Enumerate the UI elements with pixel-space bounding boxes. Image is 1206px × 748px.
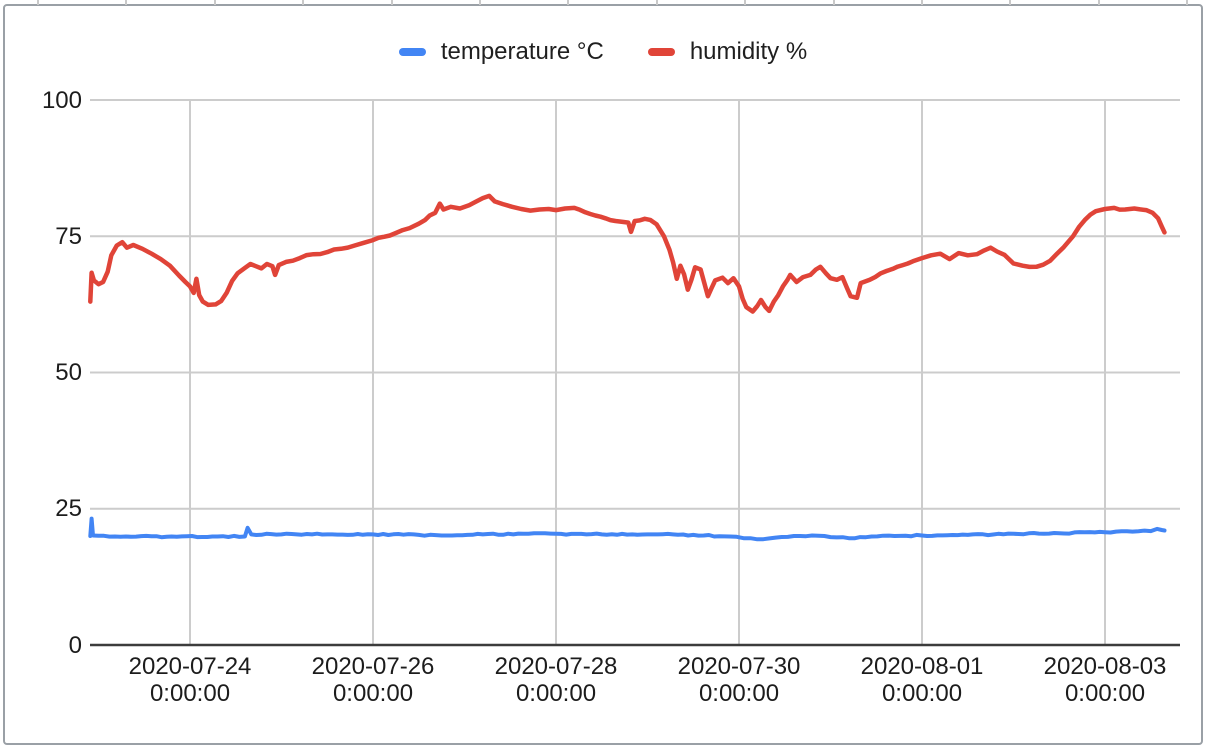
chart-object[interactable] xyxy=(3,4,1203,745)
x-tick-date: 2020-07-24 xyxy=(128,653,252,680)
spreadsheet-gridline-stub xyxy=(921,0,923,5)
spreadsheet-gridline-stub xyxy=(214,0,216,5)
x-axis-tick-label: 2020-07-26 0:00:00 xyxy=(312,653,435,707)
x-tick-date: 2020-07-30 xyxy=(677,653,801,680)
y-axis-tick-label: 0 xyxy=(68,631,82,659)
spreadsheet-gridline-stub xyxy=(744,0,746,5)
x-axis-tick-label: 2020-07-28 0:00:00 xyxy=(495,653,618,707)
y-axis-tick-label: 75 xyxy=(55,222,82,250)
legend-item-humidity: humidity % xyxy=(647,38,808,66)
spreadsheet-gridline-stub xyxy=(656,0,658,5)
spreadsheet-gridline-stub xyxy=(479,0,481,5)
spreadsheet-gridline-stub xyxy=(1009,0,1011,5)
y-axis-tick-label: 25 xyxy=(55,495,82,523)
spreadsheet-gridline-stub xyxy=(1186,0,1188,5)
y-axis-tick-label: 50 xyxy=(55,359,82,386)
y-axis-tick-label: 100 xyxy=(41,86,82,114)
x-tick-date: 2020-07-28 xyxy=(494,653,618,680)
x-tick-date: 2020-08-01 xyxy=(860,653,984,680)
x-tick-time: 0:00:00 xyxy=(515,680,597,707)
legend-label: humidity % xyxy=(689,38,808,65)
legend-label: temperature °C xyxy=(440,38,604,65)
chart-legend: temperature °C humidity % xyxy=(0,38,1206,66)
spreadsheet-gridline-stub xyxy=(125,0,127,5)
x-tick-date: 2020-08-03 xyxy=(1043,653,1167,680)
spreadsheet-gridline-stub xyxy=(567,0,569,5)
x-axis-tick-label: 2020-07-24 0:00:00 xyxy=(129,653,252,707)
legend-swatch-temperature-c xyxy=(398,48,426,56)
x-axis-tick-label: 2020-07-30 0:00:00 xyxy=(678,653,801,707)
spreadsheet-gridline-stub xyxy=(37,0,39,5)
legend-item-temperature-c: temperature °C xyxy=(398,38,604,66)
x-tick-time: 0:00:00 xyxy=(881,680,963,707)
x-tick-time: 0:00:00 xyxy=(149,680,231,707)
spreadsheet-gridline-stub xyxy=(833,0,835,5)
spreadsheet-gridline-stub xyxy=(1098,0,1100,5)
x-axis-tick-label: 2020-08-01 0:00:00 xyxy=(861,653,984,707)
legend-swatch-humidity xyxy=(647,48,675,56)
x-tick-date: 2020-07-26 xyxy=(311,653,435,680)
x-tick-time: 0:00:00 xyxy=(1064,680,1146,707)
x-axis-tick-label: 2020-08-03 0:00:00 xyxy=(1044,653,1167,707)
spreadsheet-gridline-stub xyxy=(391,0,393,5)
x-tick-time: 0:00:00 xyxy=(332,680,414,707)
temperature-c-line xyxy=(88,516,1167,542)
spreadsheet-gridline-stub xyxy=(302,0,304,5)
humidity-line xyxy=(88,193,1167,314)
x-tick-time: 0:00:00 xyxy=(698,680,780,707)
